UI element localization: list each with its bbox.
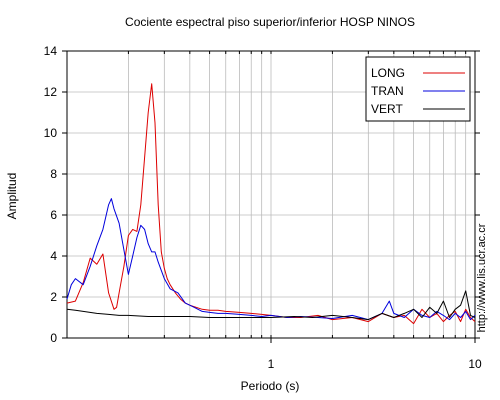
series-line-long — [66, 83, 476, 325]
chart-title: Cociente espectral piso superior/inferio… — [125, 15, 415, 29]
y-tick-label: 4 — [50, 249, 57, 263]
y-tick-label: 12 — [44, 85, 58, 99]
x-axis-label: Periodo (s) — [241, 379, 300, 393]
x-tick-label: 10 — [468, 357, 482, 371]
series-line-tran — [66, 198, 476, 321]
y-tick-label: 0 — [50, 331, 57, 345]
legend-label-tran: TRAN — [371, 84, 404, 98]
series-group — [66, 83, 476, 325]
y-tick-label: 2 — [50, 290, 57, 304]
y-axis-label: Amplitud — [5, 173, 19, 220]
series-line-vert — [66, 290, 476, 321]
source-url-annotation: http://www.lis.ucr.ac.cr — [476, 223, 488, 332]
legend-label-vert: VERT — [371, 102, 403, 116]
x-tick-label: 1 — [268, 357, 275, 371]
legend: LONG TRAN VERT — [365, 56, 471, 122]
y-tick-label: 8 — [50, 167, 57, 181]
y-tick-label: 14 — [44, 44, 58, 58]
legend-label-long: LONG — [371, 66, 405, 80]
y-tick-label: 6 — [50, 208, 57, 222]
legend-box — [365, 56, 471, 122]
axis-ticks: 0 2 4 6 8 10 12 14 1 10 — [44, 44, 482, 371]
y-tick-label: 10 — [44, 126, 58, 140]
